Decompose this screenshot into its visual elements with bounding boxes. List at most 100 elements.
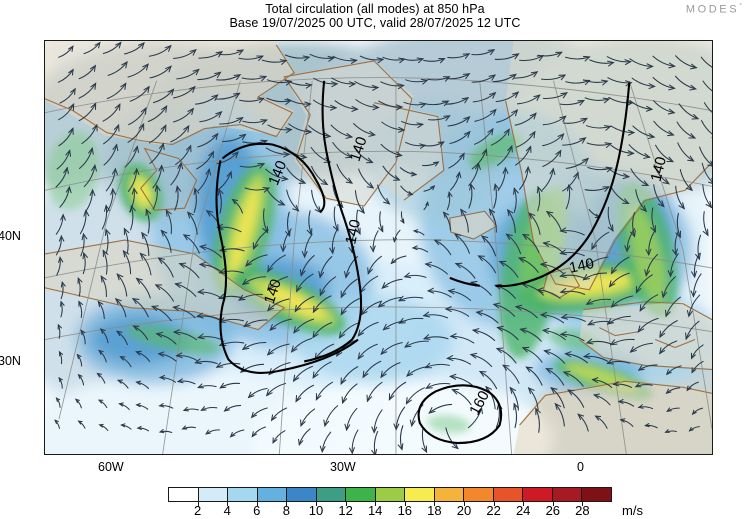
wind-arrow-head (158, 374, 166, 380)
wind-arrow (177, 380, 196, 385)
wind-arrow (560, 290, 586, 295)
wind-arrow (265, 147, 290, 155)
wind-arrow (427, 76, 450, 81)
wind-arrow (585, 125, 611, 129)
wind-arrow (703, 211, 709, 236)
wind-arrow-head (535, 407, 541, 416)
wind-arrow (332, 55, 358, 62)
wind-arrow (675, 185, 685, 210)
wind-arrow (172, 49, 197, 59)
wind-arrow (637, 317, 659, 333)
wind-arrow (565, 184, 571, 210)
wind-arrow (354, 81, 379, 89)
wind-arrow-head (205, 210, 214, 217)
wind-arrow-head (187, 211, 194, 219)
wind-arrow-head (606, 318, 615, 325)
wind-arrow-head (131, 187, 138, 195)
wind-arrow-head (256, 55, 264, 62)
wind-arrow-head (76, 353, 82, 360)
wind-arrow-head (559, 272, 567, 278)
wind-arrow (100, 275, 107, 298)
wind-arrow-head (410, 171, 418, 177)
wind-arrow-head (425, 383, 433, 389)
wind-arrow (584, 186, 610, 191)
wind-arrow (127, 168, 138, 192)
wind-arrow-head (269, 324, 277, 331)
wind-arrow-head (368, 130, 376, 137)
wind-arrow (427, 290, 452, 298)
wind-arrow-head (667, 130, 675, 137)
wind-arrow-head (110, 187, 117, 196)
wind-arrow (58, 127, 74, 147)
wind-arrow (172, 306, 196, 319)
wind-arrow (460, 208, 469, 233)
wind-arrow (241, 75, 267, 80)
wind-arrow-head (116, 330, 123, 337)
wind-arrow-head (293, 326, 300, 334)
wind-arrow-head (299, 269, 306, 277)
wind-arrow-head (277, 199, 286, 206)
wind-arrow (587, 166, 613, 171)
wind-arrow (103, 124, 120, 145)
wind-arrow-head (609, 339, 618, 346)
wind-arrow-head (218, 268, 227, 274)
wind-arrow (199, 245, 222, 258)
wind-arrow-head (488, 74, 497, 81)
wind-arrow (404, 340, 429, 348)
wind-arrow (567, 389, 585, 408)
wind-arrow-head (160, 124, 167, 132)
wind-arrow (546, 211, 562, 232)
wind-arrow-head (70, 87, 76, 96)
wind-arrow-head (641, 180, 650, 187)
colorbar-tick-label: 22 (486, 503, 501, 518)
wind-arrow (586, 340, 612, 345)
wind-arrow (516, 94, 541, 105)
wind-arrow (102, 103, 121, 122)
wind-arrow (611, 295, 634, 308)
wind-arrow (216, 171, 232, 192)
wind-arrow-head (425, 201, 429, 207)
wind-arrow (540, 74, 566, 81)
wind-arrow-head (58, 350, 64, 357)
contour-label: 140 (347, 135, 371, 164)
wind-arrow (449, 375, 473, 386)
wind-arrow (380, 362, 401, 378)
wind-arrow (296, 273, 314, 292)
wind-arrow (127, 63, 149, 78)
wind-arrow-head (393, 175, 401, 181)
wind-arrow (216, 74, 241, 81)
wind-arrow-head (545, 210, 554, 218)
wind-arrow-head (610, 266, 617, 275)
colorbar-tick (197, 502, 199, 506)
wind-arrow (473, 128, 494, 145)
wind-arrow (332, 184, 344, 208)
wind-arrow (152, 184, 158, 210)
wind-arrow (55, 167, 68, 188)
colorbar-tick-label: 10 (308, 503, 324, 518)
wind-arrow-head (367, 267, 373, 275)
wind-arrow (103, 144, 118, 166)
wind-arrow-head (272, 437, 278, 444)
wind-arrow (423, 314, 449, 319)
wind-arrow-head (462, 73, 471, 80)
wind-arrow (55, 235, 62, 256)
wind-arrow (676, 212, 681, 238)
wind-arrow-head (133, 145, 140, 153)
wind-arrow (309, 53, 335, 59)
wind-arrow-head (103, 204, 110, 212)
wind-arrow-head (555, 149, 562, 158)
wind-arrow-head (502, 166, 509, 174)
wind-arrow (659, 340, 678, 355)
wind-arrow-head (366, 157, 374, 164)
wind-arrow-head (505, 233, 513, 240)
colorbar-tick (316, 502, 317, 506)
wind-arrow-head (644, 269, 651, 277)
wind-arrow (629, 99, 653, 110)
wind-arrow-head (304, 101, 312, 108)
wind-arrow (242, 342, 267, 350)
wind-arrow (479, 370, 498, 390)
wind-arrow-head (100, 275, 107, 283)
wind-arrow-head (477, 406, 483, 415)
wind-arrow-head (691, 409, 697, 416)
